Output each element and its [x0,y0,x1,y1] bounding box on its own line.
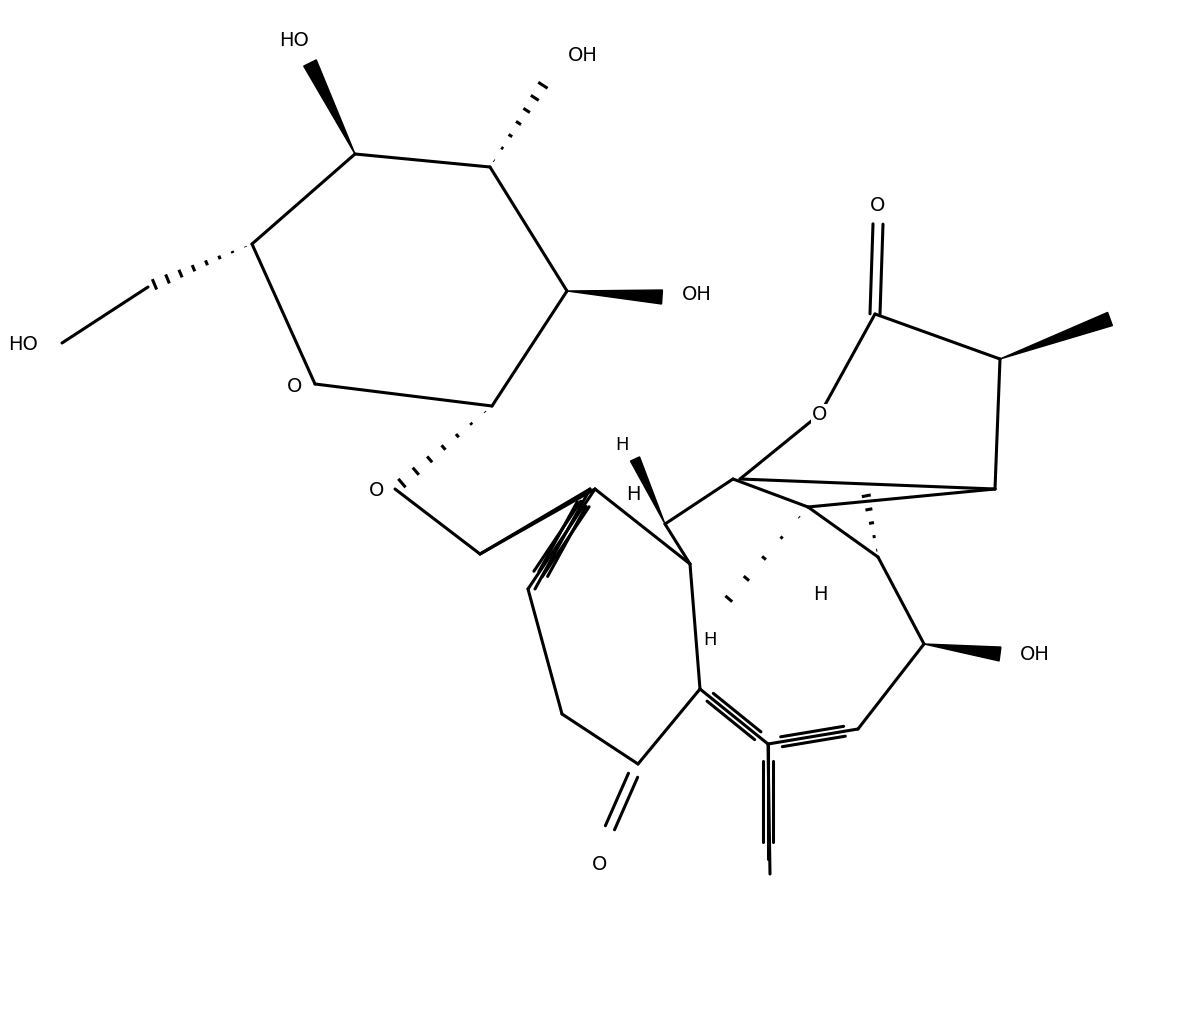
Polygon shape [924,644,1000,661]
Text: O: O [870,196,885,214]
Polygon shape [567,290,662,305]
Text: OH: OH [682,285,712,305]
Text: H: H [812,585,828,604]
Text: HO: HO [8,334,38,354]
Polygon shape [304,61,355,155]
Text: OH: OH [568,46,598,64]
Text: H: H [616,435,629,453]
Text: OH: OH [1019,645,1049,663]
Text: O: O [369,480,385,499]
Text: O: O [812,406,828,424]
Text: O: O [288,377,303,396]
Text: O: O [592,855,607,873]
Polygon shape [630,458,665,525]
Polygon shape [1000,313,1113,360]
Text: HO: HO [279,31,309,50]
Text: H: H [703,631,716,648]
Text: H: H [625,485,640,504]
